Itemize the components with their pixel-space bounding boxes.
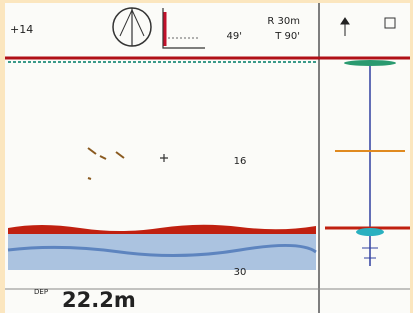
sonar-screen: +14 R 30m 49' T 90' 16 30 DEP 22.2m [0, 0, 413, 313]
range: R 30m [267, 16, 300, 27]
surface-marker [344, 60, 396, 66]
bottom-echo [8, 234, 316, 270]
depth-caption: DEP [34, 288, 48, 296]
bearing: 49' [227, 31, 242, 42]
depth-label: 16 [234, 156, 247, 167]
depth-label: 30 [234, 267, 247, 278]
tilt: T 90' [274, 31, 300, 42]
bottom-marker [356, 228, 384, 236]
left-value: +14 [10, 23, 33, 36]
depth-readout: 22.2m [62, 288, 136, 312]
